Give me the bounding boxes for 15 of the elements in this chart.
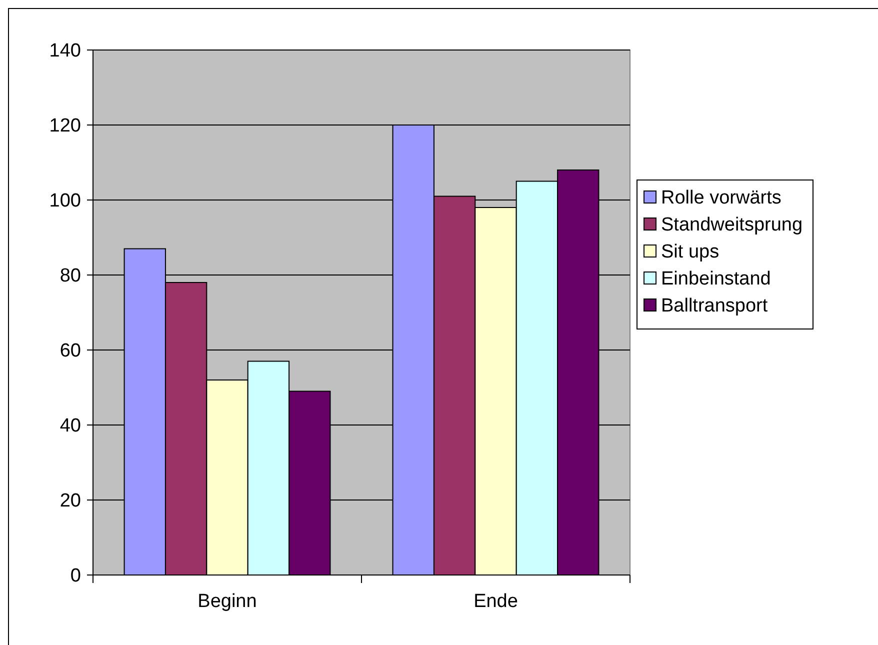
y-tick-label: 80: [60, 266, 81, 287]
legend-label: Rolle vorwärts: [661, 188, 782, 209]
y-tick-label: 20: [60, 490, 81, 512]
y-tick-label: 0: [70, 566, 81, 587]
legend-label: Einbeinstand: [661, 268, 771, 290]
legend-label: Standweitsprung: [661, 214, 803, 236]
y-tick-label: 120: [49, 116, 81, 137]
legend-label: Sit ups: [661, 242, 720, 263]
legend-label: Balltransport: [661, 296, 768, 317]
x-tick-label: Beginn: [198, 591, 257, 612]
x-tick-label: Ende: [474, 591, 518, 612]
y-tick-label: 40: [60, 416, 81, 437]
y-tick-label: 100: [49, 190, 81, 212]
y-tick-label: 60: [60, 340, 81, 362]
y-tick-label: 140: [49, 40, 81, 62]
